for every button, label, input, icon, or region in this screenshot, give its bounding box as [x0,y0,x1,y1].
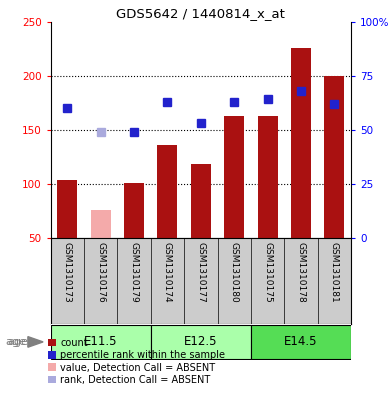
Bar [291,48,311,238]
Bar [124,183,144,238]
Bar [324,75,344,238]
Text: GSM1310176: GSM1310176 [96,242,105,303]
Text: GSM1310180: GSM1310180 [230,242,239,303]
Text: E14.5: E14.5 [284,335,318,349]
Text: GSM1310179: GSM1310179 [129,242,138,303]
Text: E11.5: E11.5 [84,335,117,349]
Bar [51,325,151,359]
Text: GSM1310173: GSM1310173 [63,242,72,303]
Bar [257,116,278,238]
Text: age: age [8,337,29,347]
Bar [191,164,211,238]
Text: GSM1310181: GSM1310181 [330,242,339,303]
Bar [158,145,177,238]
Text: age: age [5,337,26,347]
Text: E12.5: E12.5 [184,335,218,349]
Bar [224,116,244,238]
Legend: count, percentile rank within the sample, value, Detection Call = ABSENT, rank, : count, percentile rank within the sample… [48,338,225,385]
Bar [251,325,351,359]
Polygon shape [28,336,43,347]
Text: GSM1310175: GSM1310175 [263,242,272,303]
Bar [57,180,77,238]
Title: GDS5642 / 1440814_x_at: GDS5642 / 1440814_x_at [116,7,285,20]
Bar [151,325,251,359]
Text: GSM1310178: GSM1310178 [296,242,305,303]
Text: GSM1310174: GSM1310174 [163,242,172,303]
Text: GSM1310177: GSM1310177 [196,242,206,303]
Bar [91,209,111,238]
